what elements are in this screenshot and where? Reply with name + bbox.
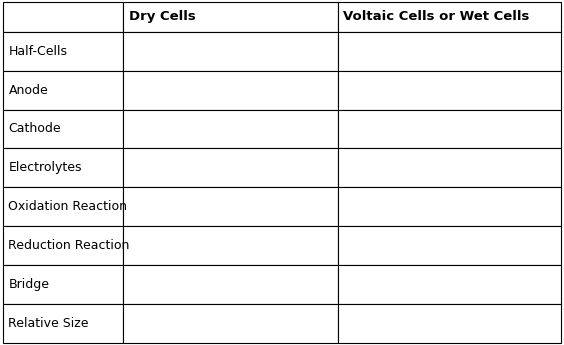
Bar <box>3 109 123 148</box>
Bar <box>123 109 338 148</box>
Bar <box>338 70 561 109</box>
Text: Reduction Reaction: Reduction Reaction <box>8 239 130 253</box>
Bar <box>123 226 338 265</box>
Bar <box>123 265 338 304</box>
Bar <box>123 304 338 343</box>
Text: Relative Size: Relative Size <box>8 317 89 330</box>
Bar <box>123 32 338 70</box>
Text: Dry Cells: Dry Cells <box>129 10 195 23</box>
Bar <box>338 32 561 70</box>
Bar <box>338 187 561 226</box>
Bar <box>3 304 123 343</box>
Text: Cathode: Cathode <box>8 122 61 136</box>
Text: Half-Cells: Half-Cells <box>8 45 68 58</box>
Bar <box>123 187 338 226</box>
Text: Anode: Anode <box>8 83 48 97</box>
Text: Voltaic Cells or Wet Cells: Voltaic Cells or Wet Cells <box>343 10 530 23</box>
Bar <box>3 70 123 109</box>
Bar <box>123 148 338 187</box>
Bar <box>123 2 338 32</box>
Bar <box>3 2 123 32</box>
Bar <box>3 32 123 70</box>
Bar <box>3 265 123 304</box>
Bar <box>3 187 123 226</box>
Bar <box>123 70 338 109</box>
Bar <box>338 2 561 32</box>
Text: Electrolytes: Electrolytes <box>8 161 82 175</box>
Bar <box>338 304 561 343</box>
Bar <box>338 109 561 148</box>
Text: Oxidation Reaction: Oxidation Reaction <box>8 200 127 214</box>
Bar <box>3 226 123 265</box>
Bar <box>3 148 123 187</box>
Bar <box>338 226 561 265</box>
Text: Bridge: Bridge <box>8 278 50 291</box>
Bar <box>338 148 561 187</box>
Bar <box>338 265 561 304</box>
